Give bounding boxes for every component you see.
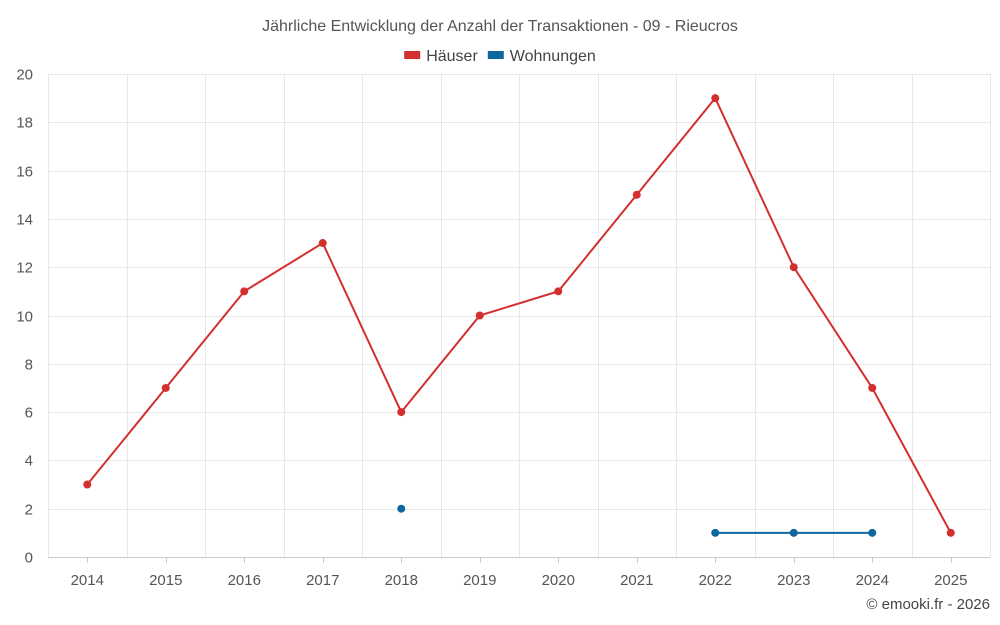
data-point[interactable] bbox=[632, 190, 641, 199]
data-point[interactable] bbox=[946, 528, 955, 537]
data-point[interactable] bbox=[711, 528, 720, 537]
series-line bbox=[86, 96, 952, 534]
series-group bbox=[83, 94, 955, 537]
x-tick-label: 2021 bbox=[620, 572, 653, 589]
data-point[interactable] bbox=[161, 383, 170, 392]
data-point[interactable] bbox=[868, 383, 877, 392]
y-tick-label: 2 bbox=[25, 502, 33, 519]
x-tick-label: 2018 bbox=[385, 572, 418, 589]
y-tick-label: 4 bbox=[25, 453, 33, 470]
y-tick-label: 8 bbox=[25, 357, 33, 374]
data-point[interactable] bbox=[240, 287, 249, 296]
y-tick-label: 20 bbox=[16, 67, 33, 84]
y-tick-label: 6 bbox=[25, 405, 33, 422]
x-tick-label: 2015 bbox=[149, 572, 182, 589]
legend-swatch bbox=[487, 51, 504, 59]
x-tick-label: 2016 bbox=[228, 572, 261, 589]
series-wohnungen bbox=[397, 504, 877, 537]
data-point[interactable] bbox=[554, 287, 563, 296]
y-axis: 0 2 4 6 8 10 12 14 16 18 20 bbox=[16, 67, 33, 567]
grid-lines bbox=[48, 74, 991, 557]
legend-swatch bbox=[404, 51, 421, 59]
data-point[interactable] bbox=[789, 263, 798, 272]
legend-item[interactable]: Wohnungen bbox=[487, 48, 596, 65]
chart-title: Jährliche Entwicklung der Anzahl der Tra… bbox=[262, 18, 738, 35]
y-tick-label: 16 bbox=[16, 164, 33, 181]
legend-label: Häuser bbox=[426, 48, 478, 65]
x-tick-label: 2014 bbox=[71, 572, 104, 589]
credit-text: © emooki.fr - 2026 bbox=[866, 596, 990, 613]
x-axis: 2014 2015 2016 2017 2018 2019 2020 2021 2022 2023… bbox=[71, 557, 967, 589]
x-tick-label: 2023 bbox=[777, 572, 810, 589]
data-point[interactable] bbox=[789, 528, 798, 537]
x-tick-label: 2019 bbox=[463, 572, 496, 589]
legend-label: Wohnungen bbox=[510, 48, 596, 65]
y-tick-label: 12 bbox=[16, 260, 33, 277]
data-point[interactable] bbox=[475, 311, 484, 320]
data-point[interactable] bbox=[397, 504, 406, 513]
data-point[interactable] bbox=[397, 408, 406, 417]
y-tick-label: 10 bbox=[16, 309, 33, 326]
x-tick-label: 2022 bbox=[699, 572, 732, 589]
data-point[interactable] bbox=[868, 528, 877, 537]
legend-item[interactable]: Häuser bbox=[404, 48, 478, 65]
x-tick-label: 2020 bbox=[542, 572, 575, 589]
x-tick-label: 2017 bbox=[306, 572, 339, 589]
y-tick-label: 18 bbox=[16, 115, 33, 132]
y-tick-label: 14 bbox=[16, 212, 33, 229]
x-tick-label: 2024 bbox=[856, 572, 889, 589]
legend: Häuser Wohnungen bbox=[404, 48, 596, 65]
x-tick-label: 2025 bbox=[934, 572, 967, 589]
data-point[interactable] bbox=[83, 480, 92, 489]
y-tick-label: 0 bbox=[25, 550, 33, 567]
data-point[interactable] bbox=[318, 239, 327, 248]
series-häuser bbox=[83, 94, 955, 537]
data-point[interactable] bbox=[711, 94, 720, 103]
